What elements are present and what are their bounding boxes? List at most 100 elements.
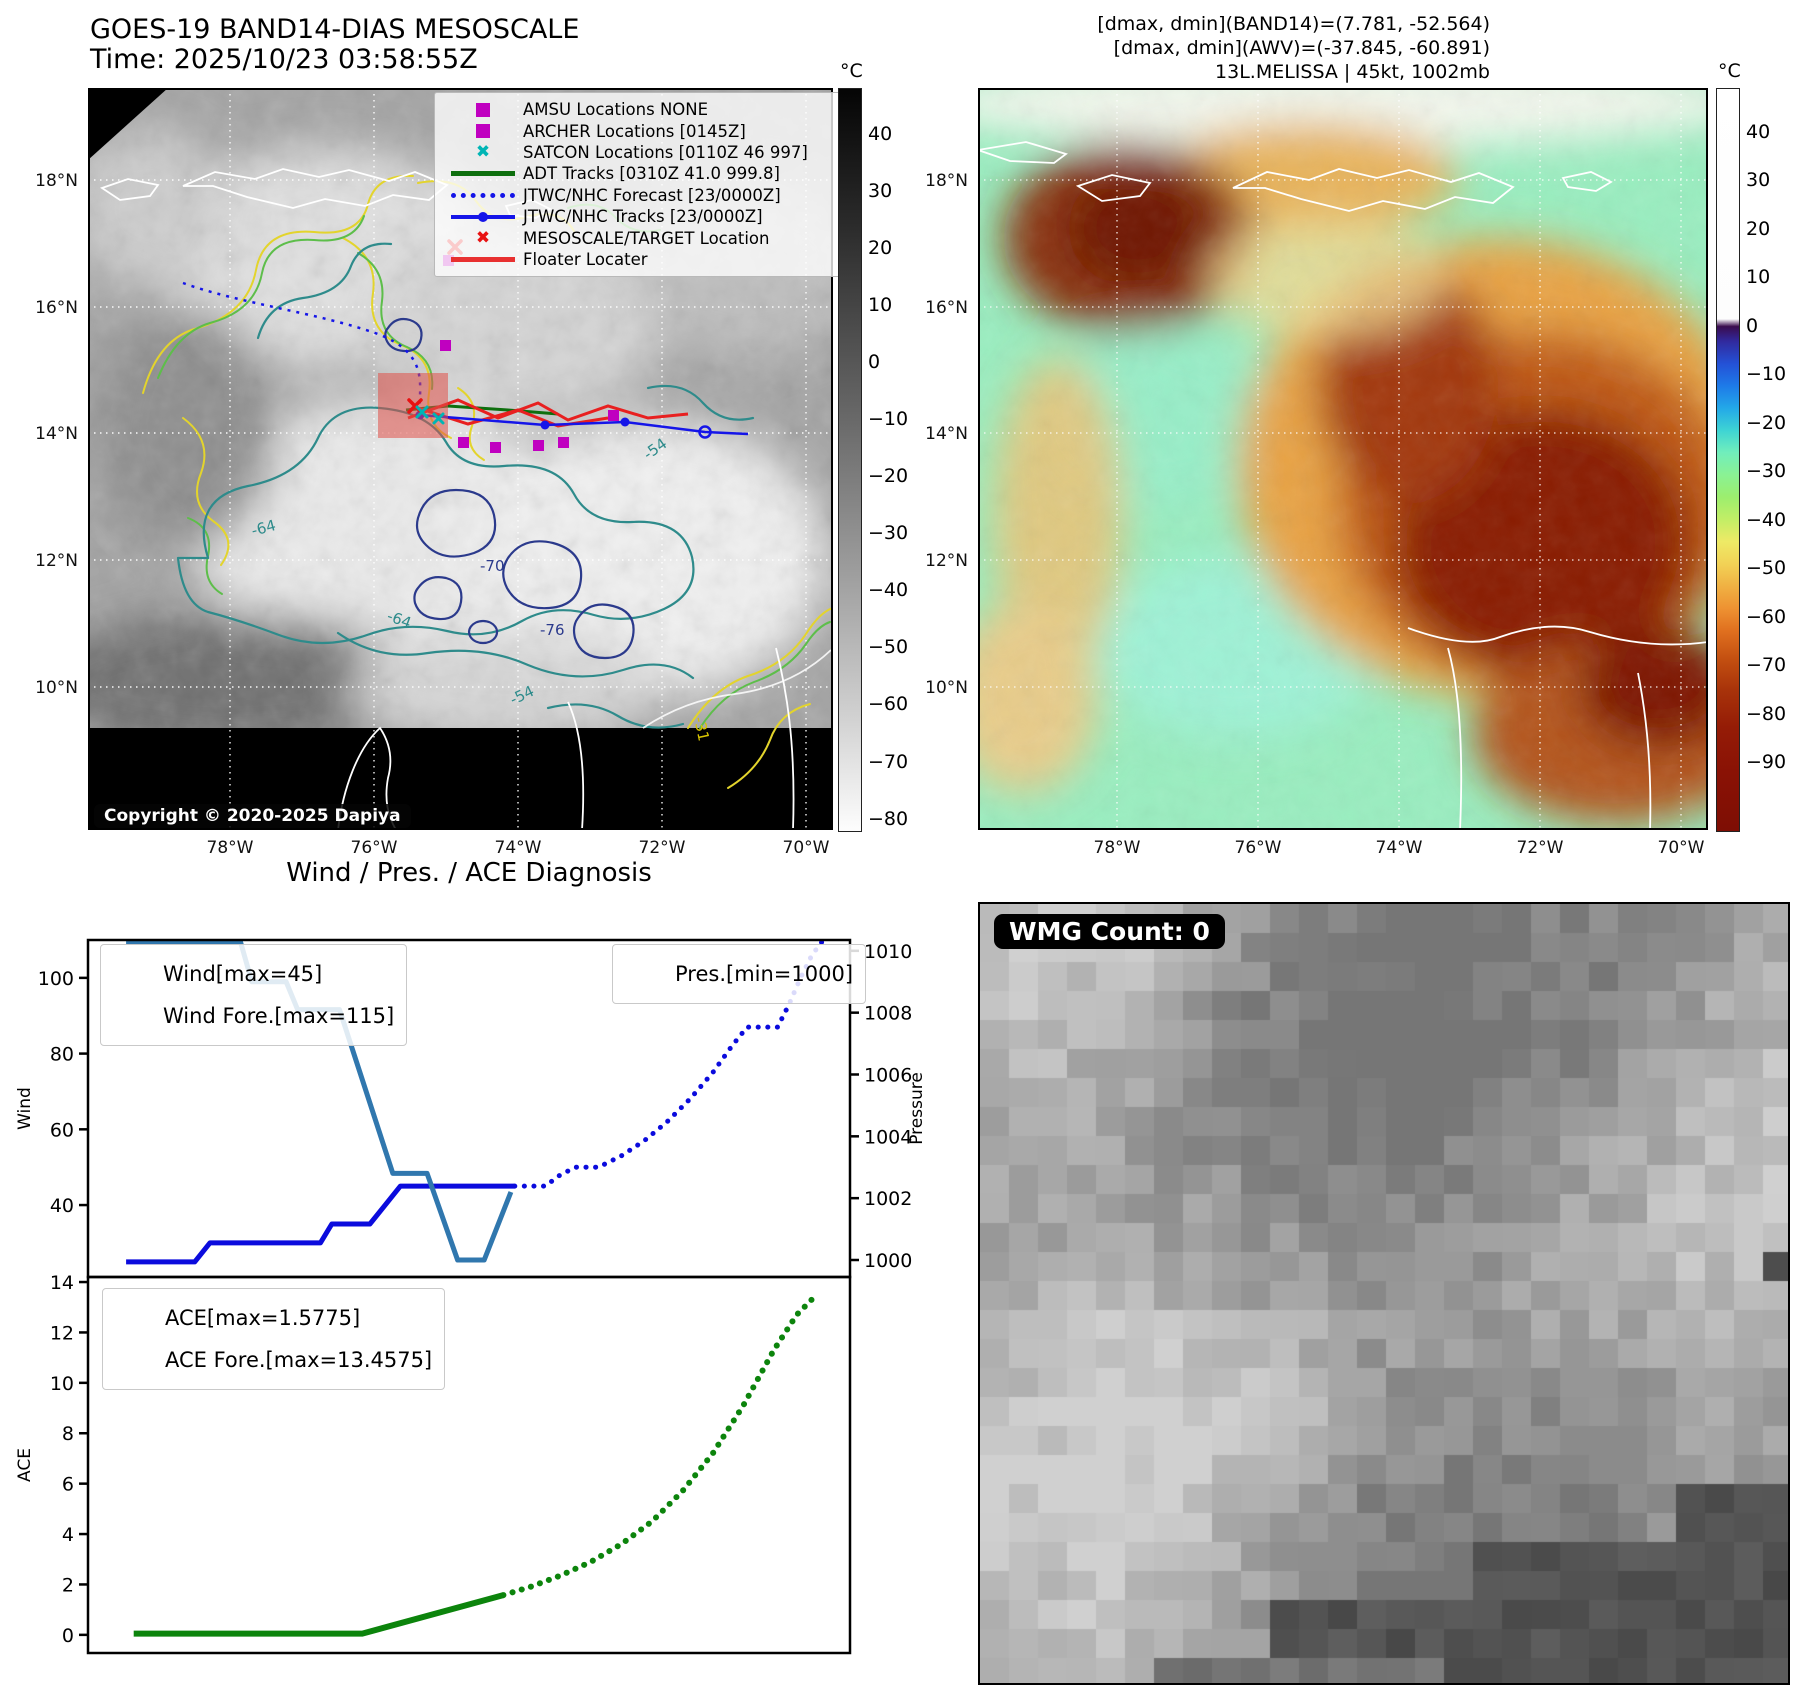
colorbar-tick: −20 [868, 465, 909, 488]
band14-colorbar-labels: 40 30 20 10 0 −10 −20 −30 −40 −50 −60 −70 −80 [868, 88, 928, 830]
y-tick-label: 80 [50, 1044, 74, 1066]
wmg-image [980, 904, 1788, 1683]
colorbar-tick: 30 [1746, 169, 1771, 192]
lat-tick: 12°N [925, 551, 968, 571]
colorbar-tick: −30 [1746, 460, 1787, 483]
dmax-band14: [dmax, dmin](BAND14)=(7.781, -52.564) [1097, 13, 1490, 35]
series-wind [126, 1183, 515, 1265]
awv-colorbar-labels: 40 30 20 10 0 −10 −20 −30 −40 −50 −60 −70 −80 −90 [1746, 88, 1797, 830]
lon-tick: 76°W [350, 838, 398, 858]
colorbar-tick: −10 [1746, 363, 1787, 386]
coastlines [978, 141, 1708, 830]
line-dot-marker-icon [443, 211, 523, 223]
y-tick-label-right: 1000 [864, 1250, 912, 1272]
colorbar-tick: −50 [868, 636, 909, 659]
colorbar-tick: 10 [1746, 266, 1771, 289]
svg-text:-31: -31 [690, 715, 713, 743]
band14-map-panel: -64 -64 -54 -70 -76 -54 -31 AMSU Locatio… [88, 88, 844, 830]
colorbar-tick: −70 [868, 750, 909, 773]
y-tick-label-right: 1010 [864, 941, 912, 963]
legend-item: JTWC/NHC Tracks [23/0000Z] [443, 206, 835, 227]
colorbar-tick: 40 [868, 122, 893, 145]
y-axis-label-right: Pressure [907, 1072, 927, 1145]
legend-item: Floater Locater [443, 249, 835, 270]
colorbar-tick: 0 [868, 350, 881, 373]
colorbar-tick: 20 [1746, 217, 1771, 240]
colorbar-tick: −70 [1746, 654, 1787, 677]
lat-tick: 18°N [925, 171, 968, 191]
legend-item: ✖ SATCON Locations [0110Z 46 997] [443, 142, 835, 163]
lon-tick: 76°W [1234, 838, 1282, 858]
lon-tick: 74°W [1375, 838, 1423, 858]
series-ace [133, 1592, 505, 1637]
legend-item: Pres.[min=1000] [625, 953, 853, 995]
legend-item: ARCHER Locations [0145Z] [443, 120, 835, 141]
colorbar-tick: −40 [1746, 508, 1787, 531]
line-marker-icon [443, 171, 523, 177]
colorbar-tick: −10 [868, 408, 909, 431]
legend-item-label: Wind[max=45] [163, 962, 323, 986]
grid-lines [978, 88, 1708, 830]
timestamp: Time: 2025/10/23 03:58:55Z [90, 44, 478, 75]
y-tick-label: 6 [62, 1474, 74, 1496]
lat-tick: 16°N [35, 298, 78, 318]
dmax-awv: [dmax, dmin](AWV)=(-37.845, -60.891) [1113, 37, 1490, 59]
legend-item: ✖ MESOSCALE/TARGET Location [443, 227, 835, 248]
legend-item: Wind[max=45] [113, 953, 394, 995]
lat-tick: 10°N [925, 678, 968, 698]
lat-tick: 14°N [925, 424, 968, 444]
lon-tick: 70°W [1657, 838, 1705, 858]
lat-tick: 18°N [35, 171, 78, 191]
colorbar-tick: −90 [1746, 751, 1787, 774]
legend-item: ACE[max=1.5775] [115, 1297, 432, 1339]
lon-tick: 74°W [494, 838, 542, 858]
colorbar-unit: °C [840, 60, 863, 82]
svg-text:-70: -70 [480, 557, 505, 575]
y-tick-label: 60 [50, 1119, 74, 1141]
awv-map-panel [978, 88, 1708, 830]
wind-legend: Wind[max=45] Wind Fore.[max=115] [100, 944, 408, 1046]
legend-item-label: ADT Tracks [0310Z 41.0 999.8] [523, 164, 780, 184]
y-tick-label-right: 1006 [864, 1064, 912, 1086]
legend-item-label: Floater Locater [523, 249, 648, 269]
colorbar-tick: 10 [868, 293, 893, 316]
page-title: GOES-19 BAND14-DIAS MESOSCALE [90, 14, 580, 45]
awv-map-image [978, 88, 1708, 830]
y-tick-label: 8 [62, 1423, 74, 1445]
ace-legend: ACE[max=1.5775] ACE Fore.[max=13.4575] [102, 1288, 446, 1390]
lon-tick: 78°W [1093, 838, 1141, 858]
y-tick-label: 2 [62, 1574, 74, 1596]
colorbar-tick: −40 [868, 579, 909, 602]
lon-tick: 78°W [206, 838, 254, 858]
series-ace-fore- [500, 1292, 819, 1599]
colorbar-tick: 30 [868, 179, 893, 202]
lon-tick: 72°W [1516, 838, 1564, 858]
lon-tick: 72°W [638, 838, 686, 858]
pressure-legend: Pres.[min=1000] [612, 944, 867, 1004]
y-tick-label: 12 [50, 1322, 74, 1344]
colorbar-tick: −60 [868, 693, 909, 716]
colorbar-tick: −80 [1746, 702, 1787, 725]
header-stats: [dmax, dmin](BAND14)=(7.781, -52.564) [d… [1097, 12, 1490, 84]
legend-item-label: Pres.[min=1000] [675, 962, 854, 986]
legend-item-label: ACE Fore.[max=13.4575] [165, 1348, 433, 1372]
colorbar-unit: °C [1718, 60, 1741, 82]
colorbar-tick: −50 [1746, 557, 1787, 580]
legend-item: Wind Fore.[max=115] [113, 995, 394, 1037]
legend-item: ACE Fore.[max=13.4575] [115, 1339, 432, 1381]
y-tick-label: 4 [62, 1524, 74, 1546]
contour-value-labels: -64 -64 -54 -70 -76 -54 -31 [249, 434, 712, 742]
wmg-panel [978, 902, 1790, 1685]
legend-item-label: JTWC/NHC Forecast [23/0000Z] [523, 185, 781, 205]
map-legend: AMSU Locations NONE ARCHER Locations [014… [434, 92, 844, 278]
square-marker-icon [443, 124, 523, 139]
band14-colorbar [838, 88, 862, 832]
legend-item-label: ARCHER Locations [0145Z] [523, 121, 746, 141]
colorbar-tick: −30 [868, 522, 909, 545]
colorbar-tick: 20 [868, 236, 893, 259]
legend-item-label: AMSU Locations NONE [523, 100, 709, 120]
y-axis-label: Wind [15, 1087, 35, 1130]
y-tick-label: 0 [62, 1625, 74, 1647]
lat-tick: 12°N [35, 551, 78, 571]
